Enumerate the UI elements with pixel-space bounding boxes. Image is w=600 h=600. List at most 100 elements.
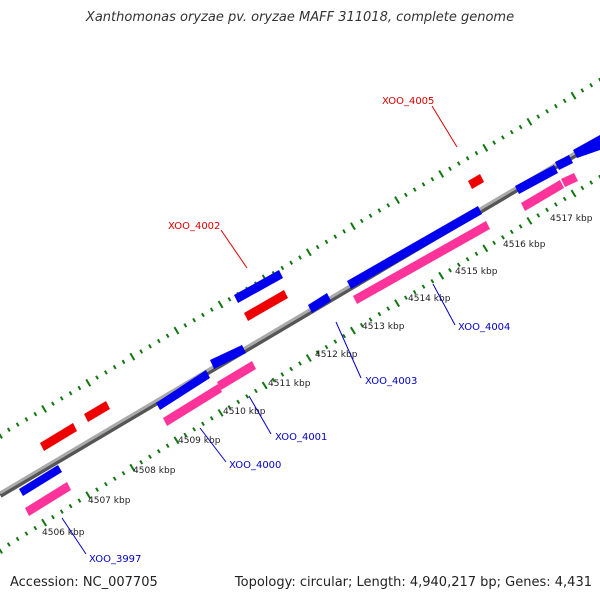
gene-4518-reverse[interactable] xyxy=(561,173,578,187)
outer-ring-tick xyxy=(342,229,346,234)
gene-4509-reverse[interactable] xyxy=(163,384,222,426)
inner-ring-tick xyxy=(165,443,170,449)
inner-ring-tick xyxy=(492,240,497,246)
gene-4517-forward[interactable] xyxy=(515,165,558,194)
gene-xoo-4001[interactable] xyxy=(210,345,246,369)
outer-ring-tick xyxy=(359,218,364,224)
outer-ring-tick xyxy=(173,326,180,335)
inner-ring-tick xyxy=(553,202,558,207)
inner-ring-tick xyxy=(95,487,99,492)
gene-xoo-4003[interactable] xyxy=(308,293,331,313)
inner-ring-tick xyxy=(121,470,126,476)
outer-ring-tick xyxy=(112,364,117,370)
outer-ring-tick xyxy=(589,82,594,88)
gene-xoo-4004-reverse[interactable] xyxy=(353,221,490,304)
inner-ring-tick xyxy=(0,548,3,554)
gene-xoo-4000[interactable] xyxy=(156,370,210,410)
inner-ring-tick xyxy=(349,326,356,335)
scale-label-4513: 4513 kbp xyxy=(362,322,405,332)
inner-ring-tick xyxy=(580,185,585,191)
inner-ring-tick xyxy=(59,509,64,514)
label-leaders xyxy=(61,105,458,555)
outer-ring-tick xyxy=(85,378,92,387)
inner-ring-tick xyxy=(342,333,347,339)
label-xoo-4005[interactable]: XOO_4005 xyxy=(382,96,434,107)
gene-xoo-3997[interactable] xyxy=(19,465,62,496)
label-xoo-4002[interactable]: XOO_4002 xyxy=(168,221,220,232)
gene-xoo-4002-highlight[interactable] xyxy=(244,290,288,321)
inner-ring-tick xyxy=(598,174,600,179)
outer-ring-tick xyxy=(183,323,188,328)
outer-ring-tick xyxy=(139,349,144,354)
inner-ring-tick xyxy=(24,531,29,536)
outer-ring-tick xyxy=(24,417,29,422)
outer-ring-tick xyxy=(492,140,496,145)
outer-tick-ring xyxy=(0,77,600,439)
gene-4517-reverse[interactable] xyxy=(521,180,564,211)
label-xoo-4001[interactable]: XOO_4001 xyxy=(275,432,327,443)
outer-ring-tick xyxy=(59,396,64,401)
inner-ring-tick xyxy=(6,542,11,547)
gene-red-4508[interactable] xyxy=(84,401,110,422)
scale-label-4506: 4506 kbp xyxy=(42,528,85,538)
inner-ring-tick xyxy=(261,381,268,390)
outer-ring-tick xyxy=(280,265,285,271)
leader-xoo-4003 xyxy=(335,321,362,379)
outer-ring-tick xyxy=(333,234,338,239)
outer-ring-tick xyxy=(217,300,224,309)
inner-ring-tick xyxy=(209,416,214,421)
outer-ring-tick xyxy=(165,333,170,339)
outer-ring-tick xyxy=(201,312,205,318)
gene-4506-reverse[interactable] xyxy=(25,482,71,516)
outer-ring-tick xyxy=(129,352,136,361)
inner-ring-tick xyxy=(562,196,567,202)
gene-red-4507[interactable] xyxy=(40,423,77,451)
leader-xoo-4000 xyxy=(199,427,227,463)
genome-summary-text: Topology: circular; Length: 4,940,217 bp… xyxy=(234,575,592,590)
inner-ring-tick xyxy=(315,350,320,355)
outer-ring-tick xyxy=(192,317,196,323)
inner-ring-tick xyxy=(448,268,452,273)
inner-ring-tick xyxy=(518,224,523,229)
inner-ring-tick xyxy=(15,536,20,542)
outer-ring-tick xyxy=(482,143,489,152)
inner-ring-tick xyxy=(217,408,224,417)
label-xoo-4003[interactable]: XOO_4003 xyxy=(365,376,417,387)
outer-ring-tick xyxy=(580,88,585,93)
gene-4510-reverse[interactable] xyxy=(217,361,256,390)
outer-ring-tick xyxy=(350,222,356,231)
label-xoo-4004[interactable]: XOO_4004 xyxy=(458,322,510,333)
map-title: Xanthomonas oryzae pv. oryzae MAFF 31101… xyxy=(85,10,515,25)
outer-ring-tick xyxy=(562,98,567,104)
inner-ring-tick xyxy=(68,503,73,509)
inner-ring-tick xyxy=(173,436,180,445)
scale-label-4516: 4516 kbp xyxy=(503,240,546,250)
outer-ring-tick xyxy=(227,297,232,302)
inner-ring-tick xyxy=(85,491,92,500)
gene-4519-forward[interactable] xyxy=(573,135,600,158)
inner-ring-tick xyxy=(156,449,161,454)
inner-tick-ring xyxy=(0,174,600,554)
inner-ring-tick xyxy=(305,354,312,362)
outer-ring-tick xyxy=(526,117,533,126)
label-xoo-4000[interactable]: XOO_4000 xyxy=(229,460,281,471)
gene-4518-forward[interactable] xyxy=(555,155,573,170)
inner-ring-tick xyxy=(536,213,541,218)
scale-labels: 4506 kbp 4507 kbp 4508 kbp 4509 kbp 4510… xyxy=(42,214,593,538)
inner-ring-tick xyxy=(183,432,188,438)
outer-ring-tick xyxy=(324,239,329,245)
gene-xoo-4004-forward[interactable] xyxy=(347,206,482,289)
outer-ring-tick xyxy=(394,196,400,205)
outer-ring-tick xyxy=(33,411,38,417)
gene-xoo-4002-forward[interactable] xyxy=(234,270,283,303)
label-xoo-3997[interactable]: XOO_3997 xyxy=(89,554,141,565)
inner-ring-tick xyxy=(394,299,401,308)
inner-ring-tick xyxy=(112,476,117,481)
genome-backbone xyxy=(0,136,600,495)
inner-ring-tick xyxy=(129,463,136,472)
inner-ring-tick xyxy=(253,388,258,394)
scale-label-4514: 4514 kbp xyxy=(408,294,451,304)
outer-ring-tick xyxy=(474,150,479,156)
gene-xoo-4005-highlight[interactable] xyxy=(468,174,484,189)
